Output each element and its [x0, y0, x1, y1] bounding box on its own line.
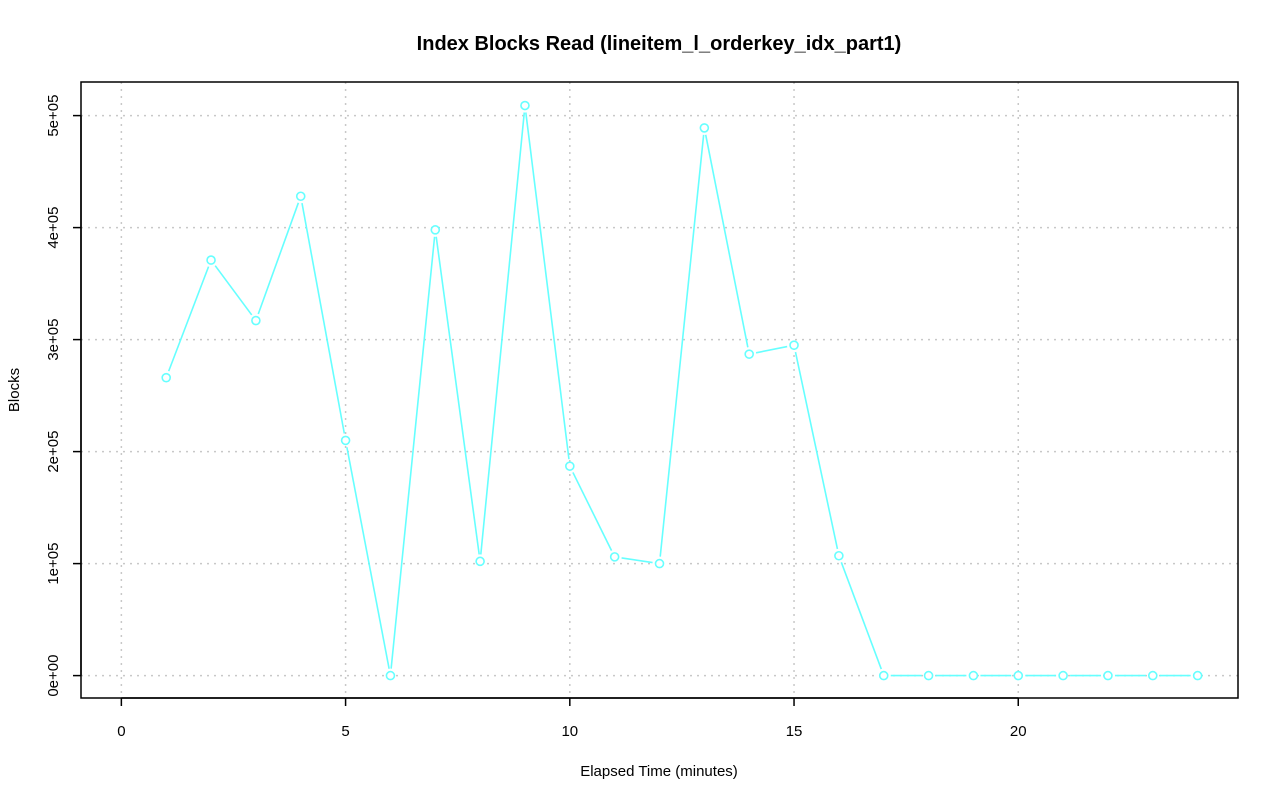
data-point-11 — [654, 558, 665, 569]
data-point-8 — [520, 100, 530, 111]
series-segment-0 — [167, 266, 210, 372]
series-segment-4 — [346, 447, 390, 669]
series-segment-8 — [525, 112, 570, 460]
data-point-10 — [609, 552, 620, 562]
x-axis-label: Elapsed Time (minutes) — [580, 763, 738, 780]
series-segment-13 — [755, 345, 788, 354]
data-point-4 — [340, 435, 351, 446]
series-segment-10 — [621, 557, 653, 564]
y-tick-label-2: 2e+05 — [45, 431, 62, 473]
axes: 0 5 10 15 20 0e+00 1e+05 2e+05 3e+05 4e+05 5e+05 — [45, 95, 1027, 740]
data-point-23 — [1192, 670, 1203, 681]
series-segment-2 — [257, 202, 300, 315]
data-point-6 — [430, 225, 441, 235]
y-tick-label-5: 5e+05 — [45, 95, 62, 137]
x-tick-label-3: 15 — [786, 723, 803, 740]
data-point-15 — [834, 550, 844, 561]
plot-frame — [80, 81, 1239, 699]
series-segment-15 — [840, 562, 883, 670]
data-point-22 — [1147, 670, 1158, 681]
data-point-9 — [565, 461, 575, 471]
series-segment-11 — [659, 134, 705, 557]
y-tick-label-4: 4e+05 — [45, 207, 62, 249]
y-tick-label-1: 1e+05 — [45, 543, 62, 585]
data-point-5 — [385, 670, 396, 681]
x-tick-label-2: 10 — [561, 723, 578, 740]
data-point-7 — [475, 556, 485, 567]
data-point-16 — [878, 670, 889, 681]
data-point-20 — [1058, 670, 1068, 681]
x-tick-label-0: 0 — [117, 723, 125, 740]
series-segment-14 — [794, 351, 839, 550]
data-point-12 — [699, 123, 710, 133]
x-tick-label-4: 20 — [1010, 723, 1027, 740]
grid — [81, 82, 1238, 698]
series-segment-9 — [572, 472, 613, 551]
series — [161, 100, 1203, 681]
data-point-2 — [251, 315, 261, 326]
series-segment-1 — [214, 265, 253, 316]
series-segment-12 — [704, 134, 749, 348]
data-point-13 — [744, 349, 754, 359]
chart-title: Index Blocks Read (lineitem_l_orderkey_i… — [417, 33, 902, 55]
series-segment-5 — [390, 236, 436, 669]
data-point-21 — [1103, 670, 1113, 681]
series-segment-7 — [480, 112, 526, 555]
data-point-17 — [923, 670, 934, 681]
y-tick-label-3: 3e+05 — [45, 319, 62, 361]
series-segment-3 — [301, 202, 346, 434]
series-segment-6 — [435, 236, 480, 555]
data-point-19 — [1013, 670, 1024, 681]
y-tick-label-0: 0e+00 — [45, 655, 62, 697]
data-point-1 — [206, 255, 216, 265]
data-point-3 — [295, 191, 306, 202]
y-axis-label: Blocks — [6, 368, 23, 412]
data-point-18 — [968, 670, 979, 681]
x-tick-label-1: 5 — [341, 723, 349, 740]
data-point-14 — [789, 340, 799, 351]
data-point-0 — [161, 372, 172, 383]
